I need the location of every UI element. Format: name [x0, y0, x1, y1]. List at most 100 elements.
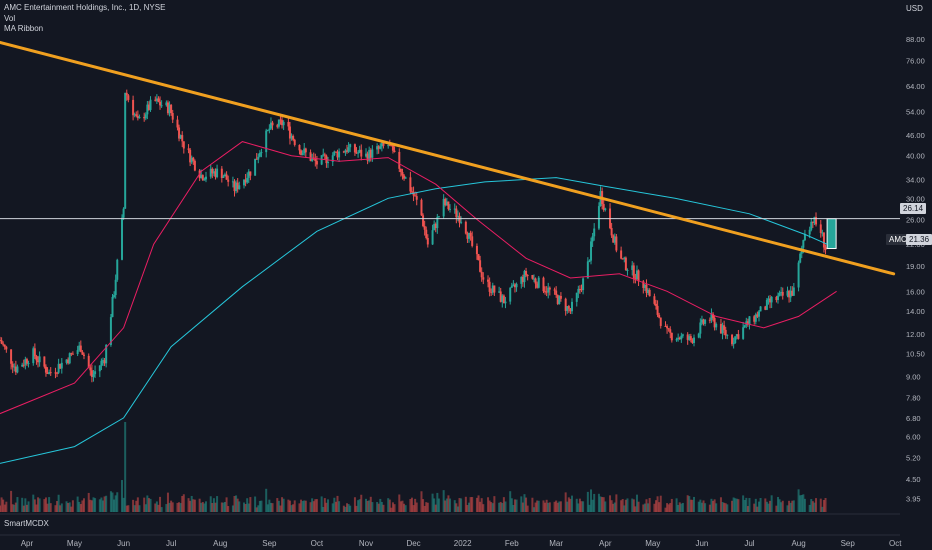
volume-bar: [482, 504, 485, 512]
candle-body: [588, 260, 591, 262]
candle-body: [449, 208, 451, 210]
volume-bar: [409, 498, 412, 512]
volume-bar: [425, 502, 428, 512]
volume-bar: [571, 495, 574, 512]
candle-body: [166, 102, 169, 114]
candle-body: [344, 150, 347, 153]
candle-body: [675, 339, 678, 341]
candle-body: [765, 299, 768, 310]
volume-bar: [60, 503, 63, 512]
volume-bar: [757, 501, 760, 512]
x-tick-label: Nov: [359, 539, 373, 548]
candle-body: [209, 168, 212, 177]
candle-body: [778, 293, 781, 296]
volume-bar: [558, 501, 561, 512]
volume-bar: [157, 504, 160, 512]
candle-body: [414, 195, 417, 197]
volume-bar: [547, 502, 550, 512]
candle-body: [10, 349, 13, 364]
volume-bar: [436, 492, 439, 512]
volume-bar: [255, 507, 258, 512]
candle-body: [764, 306, 767, 310]
candle-body: [236, 182, 239, 190]
volume-bar: [748, 498, 751, 512]
candle-body: [623, 257, 626, 259]
candle-body: [293, 139, 296, 145]
volume-bar: [715, 503, 718, 512]
legend-ma[interactable]: MA Ribbon: [4, 24, 44, 33]
candle-body: [279, 119, 282, 121]
volume-bar: [355, 505, 358, 512]
volume-bar: [412, 505, 415, 512]
volume-bar: [100, 497, 103, 512]
volume-bar: [13, 504, 16, 512]
x-tick-label: Mar: [549, 539, 563, 548]
candle-body: [767, 298, 770, 300]
volume-bar: [67, 503, 70, 512]
volume-bar: [458, 498, 461, 512]
volume-bar: [666, 503, 669, 512]
volume-bar: [803, 498, 806, 512]
candle-body: [79, 345, 82, 352]
candle-body: [244, 179, 247, 183]
volume-bar: [780, 502, 783, 512]
volume-bar: [475, 497, 478, 512]
volume-bar: [16, 497, 19, 512]
candle-body: [475, 245, 478, 255]
legend-vol[interactable]: Vol: [4, 13, 16, 23]
candle-body: [423, 226, 426, 230]
candle-body: [480, 271, 483, 278]
candle-body: [769, 298, 772, 303]
volume-bar: [258, 500, 261, 512]
volume-bar: [238, 501, 241, 512]
y-tick-label: 30.00: [906, 194, 925, 203]
volume-bar: [114, 495, 117, 512]
volume-bar: [166, 492, 169, 512]
x-tick-label: Oct: [311, 539, 324, 548]
volume-bar: [781, 500, 784, 512]
candle-body: [382, 143, 385, 146]
volume-bar: [754, 498, 757, 512]
candle-body: [309, 152, 312, 161]
volume-bar: [387, 498, 390, 512]
volume-bar: [116, 492, 119, 512]
y-tick-label: 5.20: [906, 454, 921, 463]
volume-bar: [799, 495, 802, 512]
candle-body: [803, 234, 806, 241]
candle-body: [586, 261, 589, 279]
volume-bar: [721, 502, 724, 512]
volume-bar: [653, 503, 656, 512]
volume-bar: [190, 495, 193, 512]
candle-body: [114, 279, 117, 296]
candle-body: [591, 236, 594, 242]
indicator-label[interactable]: SmartMCDX: [4, 519, 49, 528]
volume-bar: [431, 493, 434, 512]
volume-bar: [249, 497, 252, 512]
y-tick-label: 6.00: [906, 432, 921, 441]
candle-body: [401, 171, 404, 176]
candle-body: [637, 270, 640, 282]
candle-body: [412, 192, 415, 196]
volume-bar: [192, 499, 195, 512]
candle-body: [304, 148, 307, 153]
candle-body: [46, 372, 49, 374]
volume-bar: [415, 502, 418, 512]
candle-body: [182, 141, 185, 149]
volume-bar: [377, 503, 380, 512]
volume-bar: [713, 499, 716, 512]
candle-body: [501, 295, 504, 302]
volume-bar: [531, 497, 534, 512]
volume-bar: [742, 495, 745, 512]
candle-body: [216, 168, 219, 178]
volume-bar: [498, 502, 501, 512]
volume-bar: [724, 503, 727, 512]
candle-body: [431, 230, 434, 245]
candle-body: [121, 217, 124, 260]
candle-body: [238, 185, 241, 190]
candle-body: [281, 120, 284, 126]
volume-bar: [525, 497, 528, 512]
volume-bar: [815, 498, 818, 512]
currency-label[interactable]: USD: [906, 4, 923, 13]
volume-bar: [597, 493, 600, 512]
